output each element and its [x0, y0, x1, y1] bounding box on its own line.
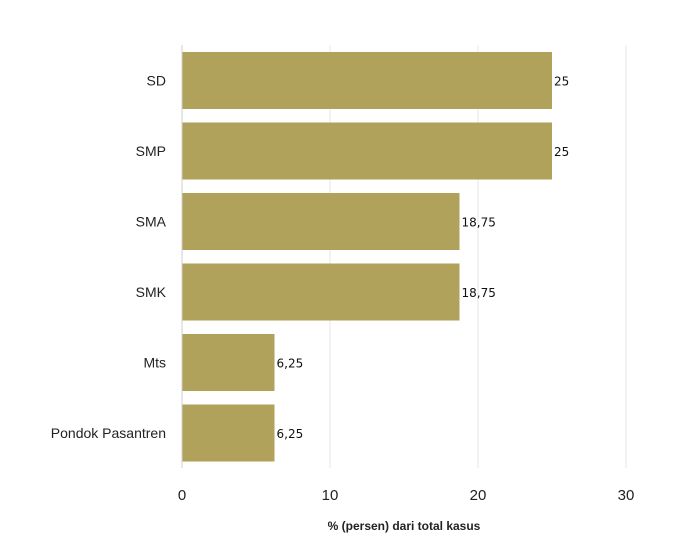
x-axis-title: % (persen) dari total kasus [328, 519, 481, 533]
bar [182, 52, 552, 109]
data-label: 18,75 [462, 286, 496, 300]
bars [182, 52, 552, 462]
data-labels: 25 25 18,75 18,75 6,25 6,25 [277, 75, 570, 442]
x-tick-label: 10 [322, 487, 339, 504]
bar [182, 122, 552, 180]
x-tick-label: 0 [178, 487, 186, 504]
gridlines [329, 45, 627, 468]
category-label: SD [147, 73, 166, 89]
data-label: 6,25 [277, 357, 304, 371]
category-label: SMK [136, 284, 167, 300]
bar [182, 263, 460, 321]
category-label: SMA [136, 214, 167, 230]
category-labels: SD SMP SMA SMK Mts Pondok Pasantren [51, 73, 167, 442]
data-label: 18,75 [462, 216, 496, 230]
category-label: Pondok Pasantren [51, 425, 166, 441]
data-label: 25 [554, 145, 569, 159]
bar [182, 334, 275, 391]
bar [182, 404, 275, 462]
x-tick-label: 20 [470, 487, 487, 504]
data-label: 25 [554, 75, 569, 89]
x-tick-labels: 0 10 20 30 [178, 487, 635, 504]
category-label: SMP [136, 143, 166, 159]
bar [182, 193, 460, 250]
category-label: Mts [143, 355, 166, 371]
x-tick-label: 30 [618, 487, 635, 504]
data-label: 6,25 [277, 427, 304, 441]
